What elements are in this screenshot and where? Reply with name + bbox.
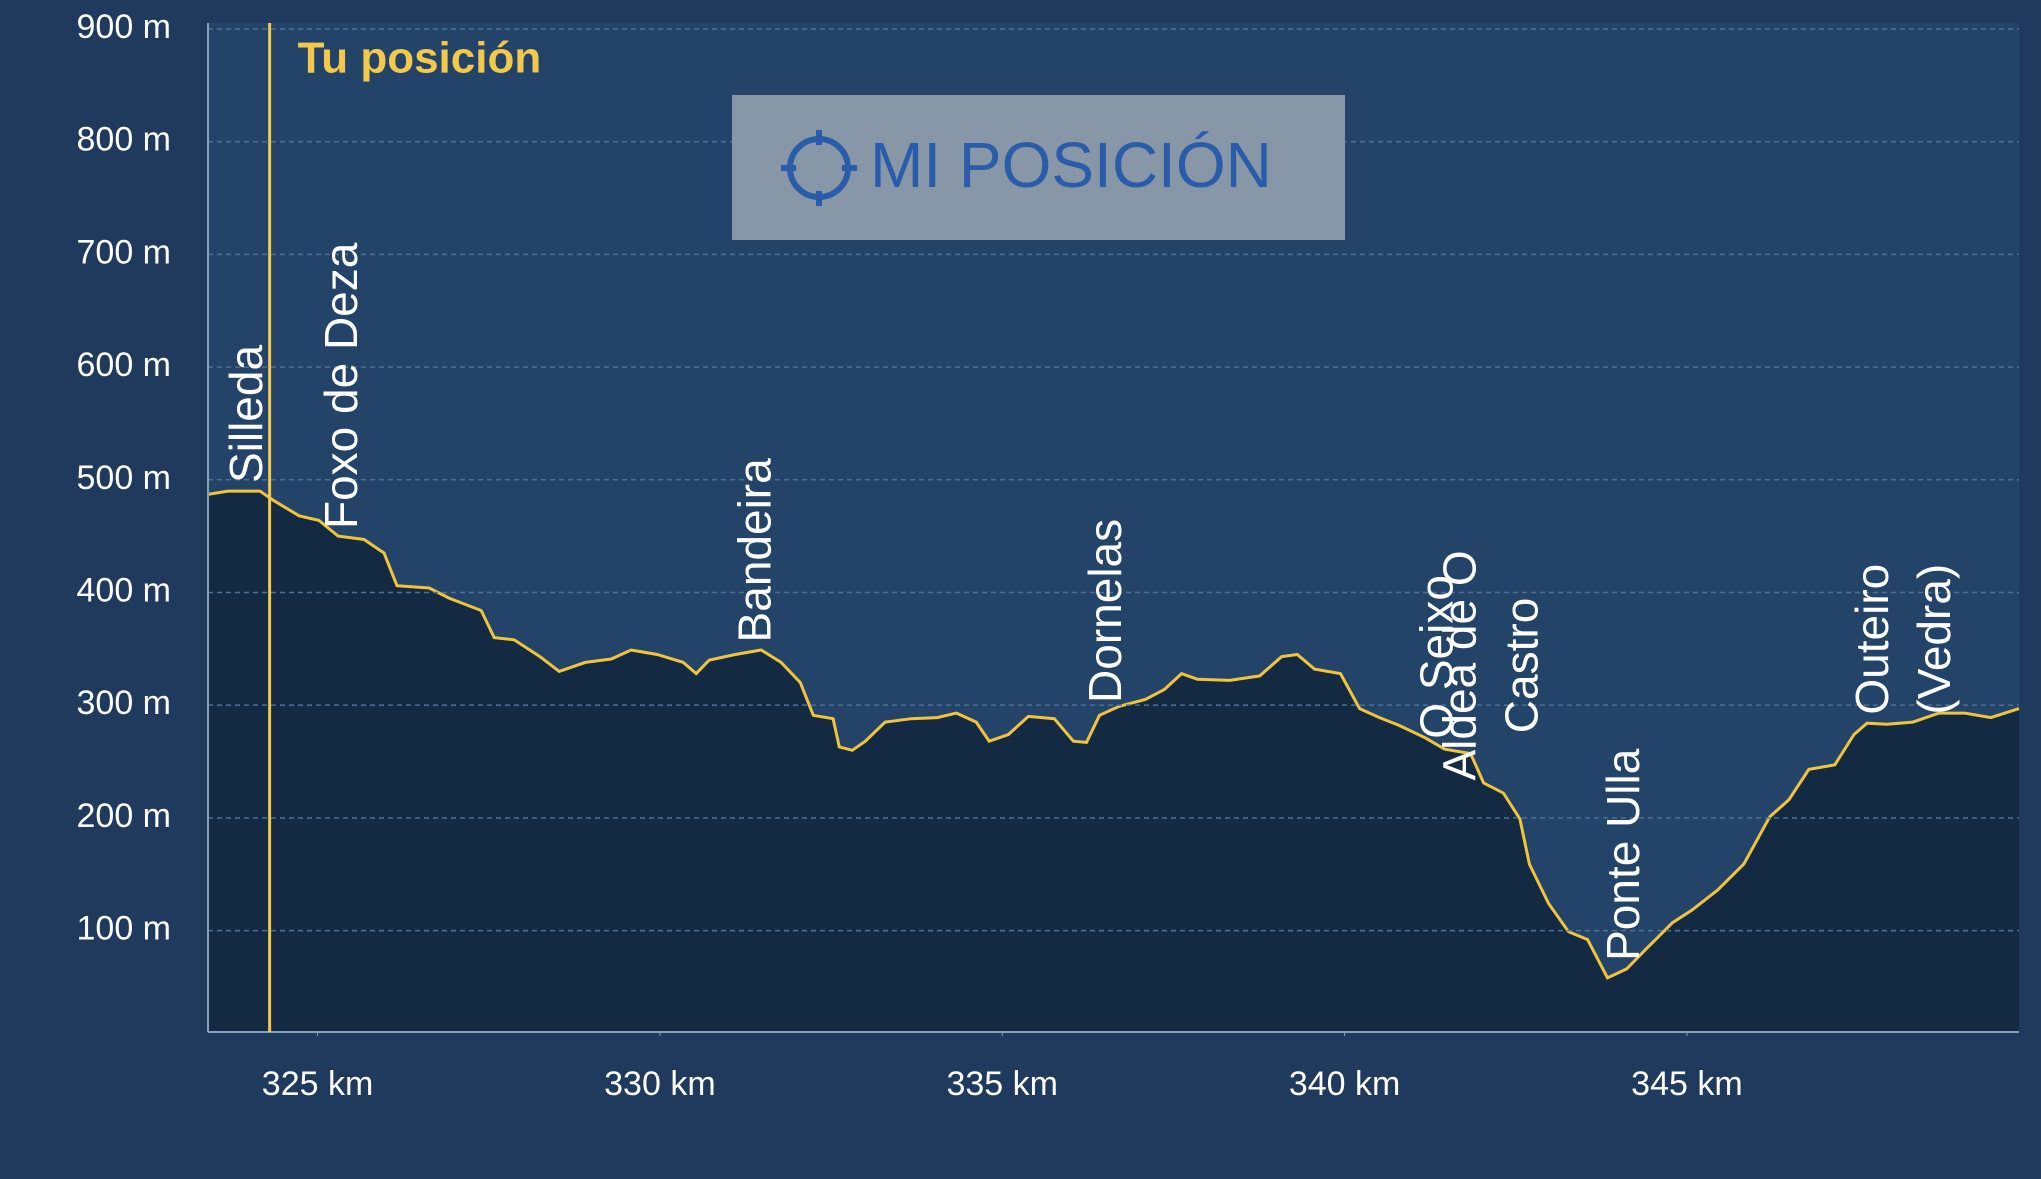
y-tick-label: 800 m [77,121,172,159]
waypoint-label: Castro [1496,598,1548,733]
waypoint-label: Ponte Ulla [1597,748,1649,961]
y-tick-label: 500 m [77,459,172,497]
y-tick-label: 400 m [77,571,172,609]
y-tick-label: 100 m [77,910,172,948]
elevation-line [207,489,2020,980]
position-label: Tu posición [298,34,542,83]
x-tick-label: 345 km [1631,1065,1743,1103]
waypoint-label: O Seixo [1411,575,1463,739]
elevation-area [208,491,2019,1033]
y-tick-label: 900 m [77,8,172,46]
my-position-button[interactable]: MI POSICIÓN [732,95,1345,240]
waypoint-label: Bandeira [729,458,781,643]
button-background[interactable] [732,95,1345,240]
y-tick-label: 700 m [77,233,172,271]
y-tick-label: 300 m [77,684,172,722]
waypoint-label: Dornelas [1079,519,1131,703]
y-tick-label: 200 m [77,797,172,835]
waypoint-label: Silleda [220,345,272,484]
button-label[interactable]: MI POSICIÓN [870,129,1272,201]
x-tick-label: 330 km [604,1065,716,1103]
x-tick-label: 340 km [1289,1065,1401,1103]
x-tick-label: 335 km [946,1065,1058,1103]
waypoint-label: (Vedra) [1908,564,1960,715]
y-tick-label: 600 m [77,346,172,384]
waypoint-label: Foxo de Deza [315,242,367,529]
waypoint-label: Aldea de O [1434,550,1486,780]
x-tick-label: 325 km [262,1065,374,1103]
waypoint-label: Outeiro [1846,564,1898,715]
